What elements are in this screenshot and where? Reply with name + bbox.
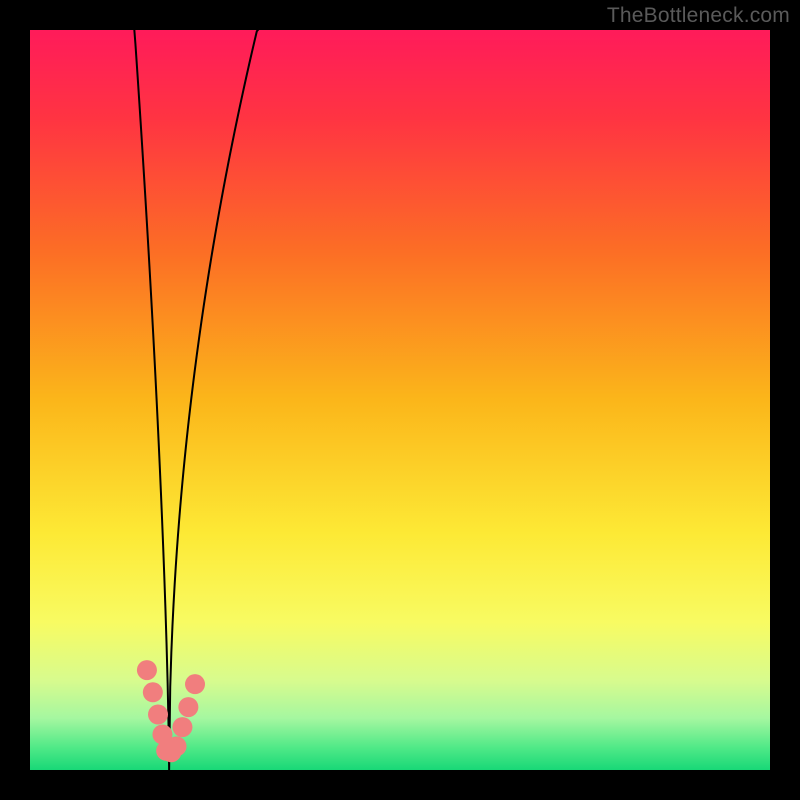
bottleneck-chart: [30, 30, 770, 770]
watermark-label: TheBottleneck.com: [607, 4, 790, 28]
